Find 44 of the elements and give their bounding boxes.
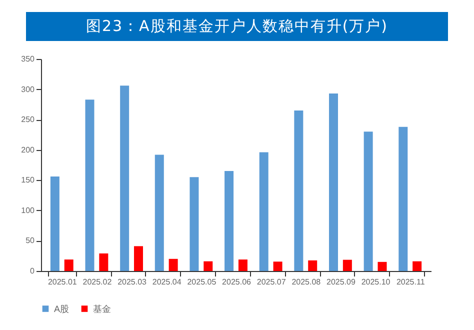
bar — [294, 110, 304, 271]
x-tick-label: 2025.03 — [118, 278, 148, 286]
y-tick-label: 350 — [21, 54, 36, 64]
x-tick-label: 2025.05 — [187, 278, 217, 286]
bar — [50, 176, 60, 271]
x-tick-label: 2025.01 — [48, 278, 78, 286]
x-tick-label: 2025.10 — [361, 278, 391, 286]
bar — [120, 86, 130, 271]
bar — [378, 262, 387, 271]
y-tick-label: 0 — [30, 266, 36, 276]
x-tick-label: 2025.06 — [222, 278, 252, 286]
x-tick-label: 2025.08 — [292, 278, 322, 286]
bar — [154, 154, 164, 271]
bar — [412, 261, 422, 271]
bar — [342, 260, 352, 271]
y-tick-label: 150 — [21, 176, 36, 185]
bar — [273, 262, 282, 271]
bar — [224, 171, 234, 271]
bar — [259, 152, 268, 271]
y-tick-label: 50 — [26, 236, 36, 246]
chart-title: 图23：A股和基金开户人数稳中有升(万户) — [26, 12, 448, 41]
bar — [85, 100, 94, 271]
bar — [134, 246, 143, 271]
x-tick-label: 2025.11 — [396, 278, 426, 286]
x-tick-label: 2025.04 — [152, 278, 182, 286]
y-tick-label: 300 — [21, 84, 36, 94]
bar — [64, 259, 74, 271]
bar — [308, 260, 318, 271]
x-tick-label: 2025.09 — [326, 278, 356, 286]
x-tick-label: 2025.07 — [256, 278, 286, 286]
bar — [364, 132, 373, 271]
bar — [238, 259, 248, 271]
bar — [99, 253, 108, 271]
bar — [329, 94, 338, 271]
y-tick-label: 100 — [21, 206, 36, 215]
legend-label: A股 — [54, 304, 70, 314]
bar — [204, 261, 213, 271]
bar — [398, 126, 408, 271]
y-tick-label: 250 — [21, 115, 36, 124]
bar — [168, 258, 178, 271]
bar — [190, 177, 199, 271]
x-tick-label: 2025.02 — [82, 278, 112, 286]
y-tick-label: 200 — [21, 145, 36, 154]
legend-label: 基金 — [93, 304, 111, 314]
